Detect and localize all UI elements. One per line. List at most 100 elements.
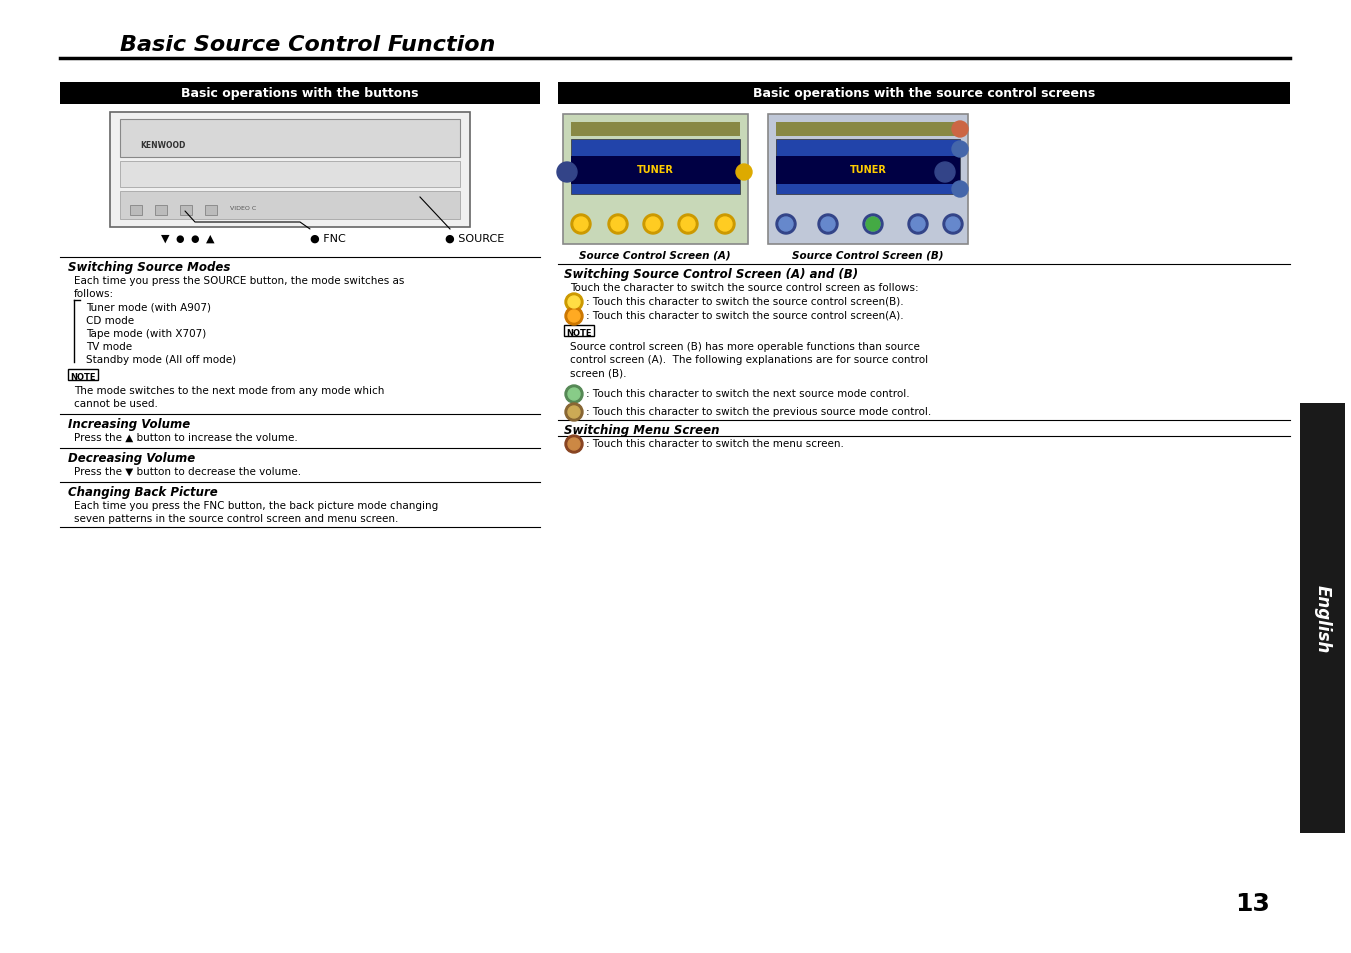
Bar <box>563 326 594 336</box>
Bar <box>109 112 470 228</box>
Circle shape <box>567 389 580 400</box>
Text: Switching Source Modes: Switching Source Modes <box>68 261 231 274</box>
Text: ● SOURCE: ● SOURCE <box>444 233 504 244</box>
Circle shape <box>717 218 732 232</box>
Text: ●: ● <box>176 233 184 244</box>
Circle shape <box>678 214 698 234</box>
Text: Basic Source Control Function: Basic Source Control Function <box>120 35 496 55</box>
Text: 13: 13 <box>1235 891 1270 915</box>
Circle shape <box>952 122 969 138</box>
Circle shape <box>681 218 694 232</box>
Circle shape <box>736 165 753 181</box>
Text: Each time you press the SOURCE button, the mode switches as: Each time you press the SOURCE button, t… <box>74 275 404 286</box>
Bar <box>571 157 740 185</box>
Bar <box>571 140 740 194</box>
Bar <box>775 123 961 137</box>
Text: ▲: ▲ <box>205 233 215 244</box>
Circle shape <box>571 214 590 234</box>
Circle shape <box>646 218 661 232</box>
Circle shape <box>943 214 963 234</box>
Text: Press the ▼ button to decrease the volume.: Press the ▼ button to decrease the volum… <box>74 467 301 476</box>
Text: NOTE: NOTE <box>566 329 592 337</box>
Text: Changing Back Picture: Changing Back Picture <box>68 485 218 498</box>
Circle shape <box>775 214 796 234</box>
Bar <box>563 115 748 245</box>
Text: TUNER: TUNER <box>636 165 673 174</box>
Circle shape <box>946 218 961 232</box>
Text: Basic operations with the buttons: Basic operations with the buttons <box>181 88 419 100</box>
Circle shape <box>952 142 969 158</box>
Text: follows:: follows: <box>74 289 113 298</box>
Text: Source Control Screen (A): Source Control Screen (A) <box>580 251 731 261</box>
Text: The mode switches to the next mode from any mode which: The mode switches to the next mode from … <box>74 386 385 395</box>
Bar <box>1300 403 1346 833</box>
Text: KENWOOD: KENWOOD <box>141 141 185 151</box>
Text: TUNER: TUNER <box>850 165 886 174</box>
Text: ● FNC: ● FNC <box>309 233 346 244</box>
Text: Standby mode (All off mode): Standby mode (All off mode) <box>86 355 236 365</box>
Text: Press the ▲ button to increase the volume.: Press the ▲ button to increase the volum… <box>74 433 297 442</box>
Text: Tuner mode (with A907): Tuner mode (with A907) <box>86 303 211 313</box>
Circle shape <box>565 308 584 326</box>
Circle shape <box>821 218 835 232</box>
Text: : Touch this character to switch the source control screen(B).: : Touch this character to switch the sou… <box>586 296 904 307</box>
Text: : Touch this character to switch the source control screen(A).: : Touch this character to switch the sou… <box>586 311 904 320</box>
Circle shape <box>557 163 577 183</box>
Circle shape <box>574 218 588 232</box>
Text: Switching Menu Screen: Switching Menu Screen <box>563 423 720 436</box>
Text: ●: ● <box>190 233 199 244</box>
Text: ▼: ▼ <box>161 233 169 244</box>
Circle shape <box>908 214 928 234</box>
Text: Source Control Screen (B): Source Control Screen (B) <box>792 251 944 261</box>
Text: CD mode: CD mode <box>86 315 134 326</box>
Bar <box>120 162 459 188</box>
Bar <box>120 120 459 158</box>
Bar <box>120 192 459 220</box>
Bar <box>180 206 192 215</box>
Text: seven patterns in the source control screen and menu screen.: seven patterns in the source control scr… <box>74 514 399 523</box>
Text: TV mode: TV mode <box>86 341 132 352</box>
Text: : Touch this character to switch the previous source mode control.: : Touch this character to switch the pre… <box>586 407 931 416</box>
Text: NOTE: NOTE <box>70 373 96 381</box>
Text: Each time you press the FNC button, the back picture mode changing: Each time you press the FNC button, the … <box>74 500 438 511</box>
Circle shape <box>643 214 663 234</box>
Circle shape <box>565 403 584 421</box>
Text: VIDEO C: VIDEO C <box>230 205 257 211</box>
Circle shape <box>911 218 925 232</box>
Bar <box>205 206 218 215</box>
Bar <box>571 123 740 137</box>
Text: Touch the character to switch the source control screen as follows:: Touch the character to switch the source… <box>570 283 919 293</box>
Circle shape <box>863 214 884 234</box>
Bar <box>775 157 961 185</box>
Circle shape <box>565 436 584 454</box>
Circle shape <box>611 218 626 232</box>
Text: Decreasing Volume: Decreasing Volume <box>68 452 196 464</box>
Bar <box>68 370 99 380</box>
Text: cannot be used.: cannot be used. <box>74 398 158 409</box>
Bar <box>59 83 540 105</box>
Text: Increasing Volume: Increasing Volume <box>68 417 190 431</box>
Text: English: English <box>1313 584 1332 653</box>
Circle shape <box>866 218 880 232</box>
Circle shape <box>935 163 955 183</box>
Bar <box>130 206 142 215</box>
Text: control screen (A).  The following explanations are for source control: control screen (A). The following explan… <box>570 355 928 365</box>
Circle shape <box>866 218 880 232</box>
Circle shape <box>567 438 580 451</box>
Circle shape <box>567 296 580 309</box>
Text: : Touch this character to switch the menu screen.: : Touch this character to switch the men… <box>586 438 844 449</box>
Bar <box>775 140 961 194</box>
Circle shape <box>567 311 580 323</box>
Circle shape <box>715 214 735 234</box>
Circle shape <box>567 407 580 418</box>
Text: : Touch this character to switch the next source mode control.: : Touch this character to switch the nex… <box>586 389 909 398</box>
Bar <box>155 206 168 215</box>
Text: Tape mode (with X707): Tape mode (with X707) <box>86 329 207 338</box>
Circle shape <box>565 294 584 312</box>
Text: Basic operations with the source control screens: Basic operations with the source control… <box>753 88 1096 100</box>
Text: Switching Source Control Screen (A) and (B): Switching Source Control Screen (A) and … <box>563 268 858 281</box>
Circle shape <box>565 386 584 403</box>
Bar <box>558 83 1290 105</box>
Circle shape <box>608 214 628 234</box>
Circle shape <box>952 182 969 198</box>
